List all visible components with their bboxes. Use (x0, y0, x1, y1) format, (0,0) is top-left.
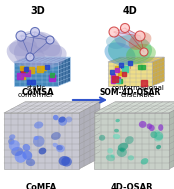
Ellipse shape (59, 156, 70, 166)
Ellipse shape (9, 38, 37, 56)
Ellipse shape (158, 124, 163, 131)
Text: CoMFA: CoMFA (26, 183, 57, 189)
Ellipse shape (105, 42, 136, 66)
Ellipse shape (114, 30, 140, 48)
Ellipse shape (56, 145, 63, 150)
Text: 3D: 3D (31, 6, 45, 16)
Ellipse shape (33, 136, 45, 147)
Ellipse shape (114, 129, 119, 132)
Ellipse shape (14, 36, 62, 68)
Ellipse shape (58, 117, 67, 126)
Ellipse shape (17, 31, 51, 53)
Polygon shape (14, 57, 70, 62)
Ellipse shape (118, 143, 128, 151)
Ellipse shape (154, 132, 163, 140)
Ellipse shape (106, 35, 126, 49)
Polygon shape (152, 57, 164, 86)
Polygon shape (94, 113, 169, 169)
Ellipse shape (23, 144, 30, 151)
Ellipse shape (39, 148, 46, 154)
Circle shape (30, 28, 39, 36)
Ellipse shape (34, 136, 39, 140)
Ellipse shape (116, 119, 120, 122)
Ellipse shape (125, 136, 134, 144)
Ellipse shape (66, 116, 72, 122)
Ellipse shape (56, 145, 65, 152)
Circle shape (135, 31, 145, 41)
Text: static
conformer: static conformer (18, 84, 54, 98)
Ellipse shape (51, 132, 61, 140)
Text: 4D: 4D (123, 6, 137, 16)
Ellipse shape (147, 123, 152, 129)
Ellipse shape (8, 139, 15, 145)
Ellipse shape (26, 158, 35, 166)
Polygon shape (4, 113, 79, 169)
Ellipse shape (58, 116, 66, 123)
Ellipse shape (106, 155, 115, 161)
Circle shape (140, 48, 148, 56)
Polygon shape (94, 102, 174, 113)
Circle shape (109, 27, 119, 37)
Ellipse shape (126, 44, 156, 64)
Polygon shape (4, 102, 100, 113)
Ellipse shape (99, 135, 105, 141)
Polygon shape (79, 102, 100, 169)
Ellipse shape (129, 32, 151, 50)
Ellipse shape (150, 131, 157, 138)
Ellipse shape (149, 125, 155, 131)
Ellipse shape (156, 145, 161, 149)
Circle shape (26, 53, 34, 61)
Ellipse shape (111, 154, 115, 158)
Text: 4D-QSAR: 4D-QSAR (110, 183, 153, 189)
Ellipse shape (9, 140, 20, 151)
Ellipse shape (120, 148, 125, 152)
Ellipse shape (141, 158, 148, 165)
Polygon shape (108, 62, 152, 86)
Ellipse shape (22, 150, 32, 160)
Ellipse shape (53, 115, 59, 120)
Polygon shape (14, 62, 58, 86)
Ellipse shape (117, 147, 127, 157)
Ellipse shape (15, 151, 27, 163)
Ellipse shape (34, 122, 43, 129)
Circle shape (46, 36, 54, 44)
Ellipse shape (108, 35, 152, 65)
Ellipse shape (154, 134, 163, 142)
Ellipse shape (107, 148, 113, 154)
Ellipse shape (29, 44, 67, 70)
Ellipse shape (139, 121, 147, 128)
Text: SOM-4D-QSAR: SOM-4D-QSAR (99, 88, 161, 97)
Polygon shape (108, 57, 164, 62)
Circle shape (121, 23, 129, 33)
Ellipse shape (7, 41, 45, 69)
Polygon shape (58, 57, 70, 86)
Polygon shape (169, 102, 174, 169)
Circle shape (16, 31, 26, 41)
Ellipse shape (61, 157, 72, 167)
Ellipse shape (32, 32, 60, 56)
Ellipse shape (128, 155, 134, 160)
Ellipse shape (113, 134, 120, 139)
Ellipse shape (53, 143, 58, 147)
Ellipse shape (11, 147, 23, 156)
Text: CoMSA: CoMSA (22, 88, 54, 97)
Text: conformational
ensemble: conformational ensemble (112, 84, 164, 98)
Ellipse shape (9, 134, 15, 140)
Ellipse shape (155, 130, 160, 134)
